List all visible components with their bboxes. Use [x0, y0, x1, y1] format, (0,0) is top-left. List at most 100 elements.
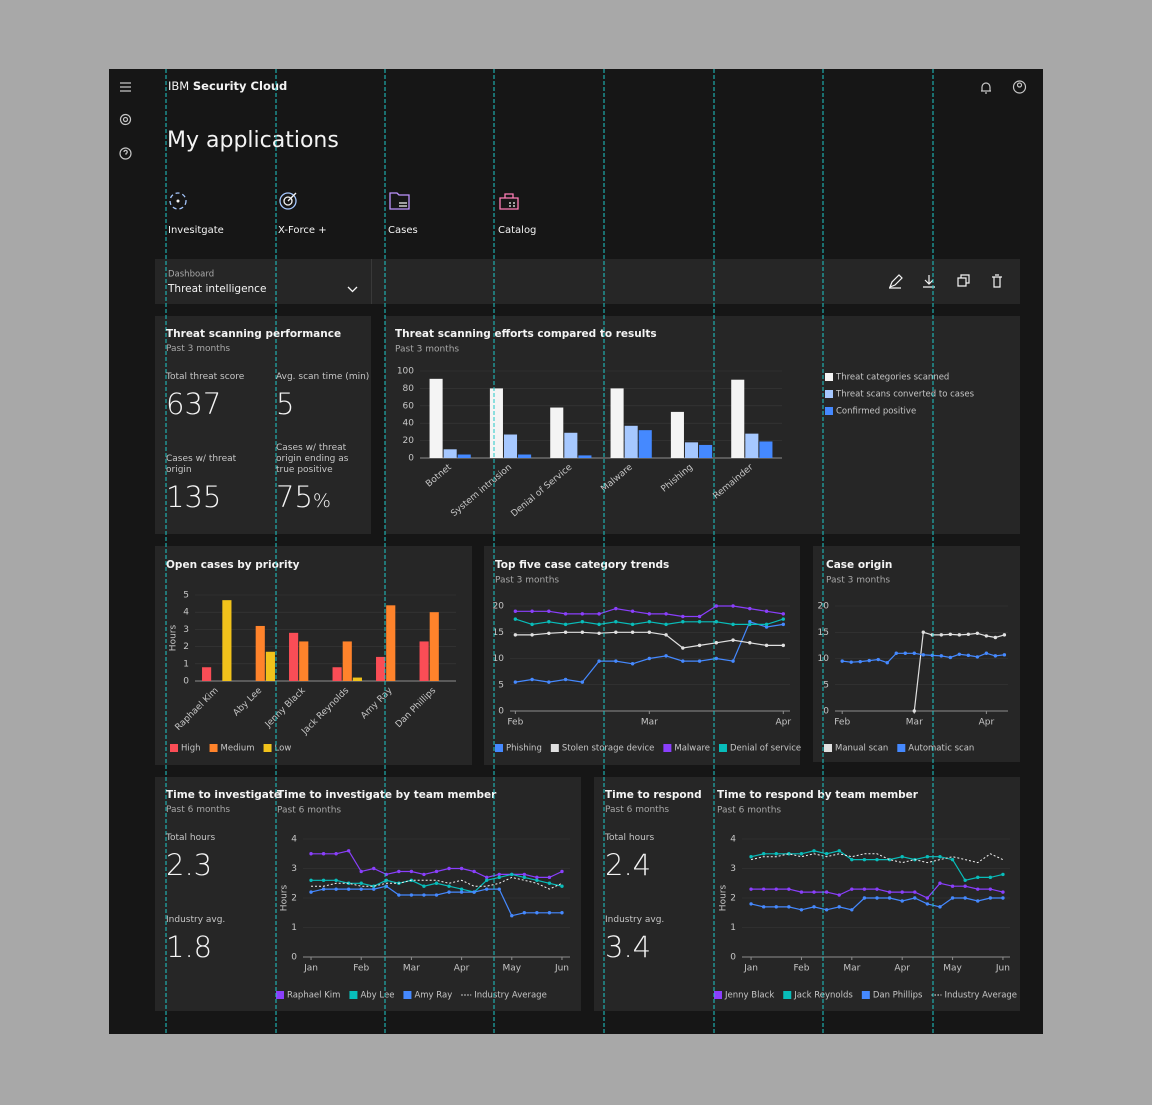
point [409, 893, 414, 897]
y-tick-label: 100 [397, 367, 414, 377]
point [484, 878, 489, 882]
point [422, 893, 426, 897]
point [664, 622, 668, 627]
metric-label: Industry avg. [605, 915, 665, 925]
chevron[interactable] [347, 286, 358, 293]
bar [564, 432, 578, 458]
metric-label: Avg. scan time (min) [276, 372, 370, 382]
point [614, 606, 618, 611]
app-label[interactable]: Invesitgate [168, 225, 224, 236]
help-icon[interactable] [119, 147, 132, 160]
point [359, 887, 363, 891]
point [664, 654, 668, 658]
y-tick-label: 10 [493, 654, 505, 664]
catalog-icon[interactable] [499, 193, 519, 210]
xforce-icon[interactable] [279, 192, 297, 210]
dropdown-value[interactable]: Threat intelligence [167, 283, 266, 295]
point [993, 654, 998, 658]
y-tick-label: 0 [291, 953, 297, 963]
metric-label: Cases w/ threat origin [166, 454, 237, 475]
point [913, 896, 917, 900]
point [530, 622, 534, 627]
bar [670, 411, 684, 458]
point [875, 857, 879, 862]
user-icon[interactable] [1012, 80, 1027, 94]
app-label[interactable]: Catalog [498, 225, 536, 236]
cards [155, 316, 1020, 1011]
point [372, 884, 376, 888]
app-label[interactable]: Cases [388, 225, 418, 236]
x-tick-label: Apr [454, 964, 470, 974]
point [522, 875, 527, 880]
metric-value: 135 [166, 480, 222, 514]
legend-label: Jenny Black [724, 991, 774, 1001]
point [764, 643, 769, 648]
card [385, 316, 1020, 534]
bar [342, 641, 352, 681]
bar [699, 444, 713, 458]
point [309, 890, 313, 894]
point [774, 887, 778, 891]
y-axis-label: Hours [719, 885, 729, 912]
edit-icon[interactable] [888, 274, 903, 289]
menu-icon[interactable] [120, 82, 131, 92]
point [597, 622, 601, 627]
point [447, 890, 451, 894]
metric-label: Total hours [605, 833, 655, 843]
point [900, 855, 904, 859]
y-tick-label: 5 [498, 680, 504, 690]
point [522, 872, 527, 877]
legend-label: Low [275, 744, 292, 754]
point [447, 884, 451, 888]
point [714, 604, 719, 608]
metric-value: 75% [276, 481, 331, 517]
point [867, 658, 871, 663]
point [858, 659, 862, 664]
point [1002, 653, 1007, 657]
legend-swatch [825, 390, 833, 398]
point [988, 896, 993, 900]
point [497, 887, 501, 891]
point [925, 855, 930, 859]
x-tick-label: Apr [894, 964, 910, 974]
legend-label: Phishing [506, 744, 542, 754]
metric-value: 2.4 [605, 848, 652, 882]
notification-icon[interactable] [981, 82, 991, 94]
app-label[interactable]: X-Force + [278, 225, 327, 236]
duplicate-icon[interactable] [957, 274, 970, 287]
point [850, 908, 854, 912]
point [887, 890, 892, 894]
x-tick-label: Apr [776, 718, 792, 728]
point [597, 631, 601, 635]
point [876, 657, 880, 662]
cases-icon[interactable] [389, 192, 410, 210]
point [799, 852, 804, 856]
point [774, 905, 778, 909]
panel-title: Threat scanning performance [166, 328, 342, 340]
point [850, 857, 854, 862]
legend-swatch [824, 744, 832, 752]
settings-icon[interactable] [119, 113, 132, 126]
legend-swatch [714, 991, 722, 999]
point [522, 911, 527, 915]
point [614, 630, 618, 634]
point [824, 908, 829, 912]
point [547, 911, 552, 915]
point [346, 881, 351, 885]
point [530, 677, 534, 682]
bar [759, 441, 773, 458]
investigate-icon[interactable] [169, 192, 187, 210]
point [837, 893, 841, 897]
point [434, 881, 439, 885]
bar [419, 641, 429, 681]
point [497, 872, 501, 877]
card [484, 546, 800, 765]
point [1001, 890, 1005, 894]
x-tick-label: Feb [793, 964, 809, 974]
delete-icon[interactable] [992, 274, 1002, 288]
metric-number: 75 [276, 480, 313, 514]
point [580, 612, 585, 616]
point [472, 869, 476, 874]
y-tick-label: 3 [730, 864, 736, 874]
